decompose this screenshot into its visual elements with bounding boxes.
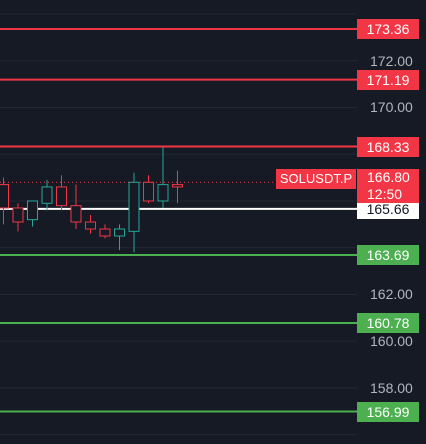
candle[interactable] — [114, 224, 125, 251]
axis-tick-label: 172.00 — [370, 52, 413, 69]
candle-body — [85, 221, 96, 230]
candle[interactable] — [143, 175, 154, 204]
candle-body — [128, 181, 140, 232]
candle-body — [0, 184, 9, 209]
candle[interactable] — [85, 214, 96, 234]
price-level-tag[interactable]: 156.99 — [357, 401, 419, 422]
last-price-tag: 166.80 12:50 — [357, 169, 419, 203]
candle[interactable] — [128, 172, 140, 253]
candle[interactable] — [157, 147, 169, 208]
axis-tick-label: 170.00 — [370, 99, 413, 116]
axis-tick-label: 158.00 — [370, 379, 413, 396]
price-level-tag[interactable]: 160.78 — [357, 312, 419, 333]
candle[interactable] — [70, 184, 82, 230]
bar-countdown: 12:50 — [367, 186, 403, 202]
candle[interactable] — [0, 177, 9, 225]
price-level-tag[interactable]: 168.33 — [357, 136, 419, 157]
price-level-tag[interactable]: 173.36 — [357, 18, 419, 39]
price-level-tag[interactable]: 163.69 — [357, 244, 419, 265]
candle[interactable] — [99, 224, 111, 239]
candle-body — [12, 207, 24, 223]
price-level-tag[interactable]: 171.19 — [357, 69, 419, 90]
symbol-label: SOLUSDT.P — [276, 169, 356, 189]
candle[interactable] — [172, 170, 183, 204]
candle-body — [172, 184, 183, 188]
price-level-tag[interactable]: 165.66 — [357, 198, 419, 219]
candle[interactable] — [12, 203, 24, 232]
candle-body — [41, 186, 53, 204]
candle-body — [27, 200, 38, 221]
last-price-value: 166.80 — [367, 169, 410, 185]
candle-body — [56, 186, 67, 207]
axis-tick-label: 160.00 — [370, 333, 413, 350]
candle-body — [99, 228, 111, 237]
axis-tick-label: 162.00 — [370, 286, 413, 303]
candle[interactable] — [56, 175, 67, 211]
candle-body — [157, 184, 169, 202]
candle[interactable] — [41, 179, 53, 211]
candle-body — [70, 205, 82, 223]
candle-body — [143, 181, 154, 202]
candle[interactable] — [27, 200, 38, 227]
candle-body — [114, 228, 125, 237]
